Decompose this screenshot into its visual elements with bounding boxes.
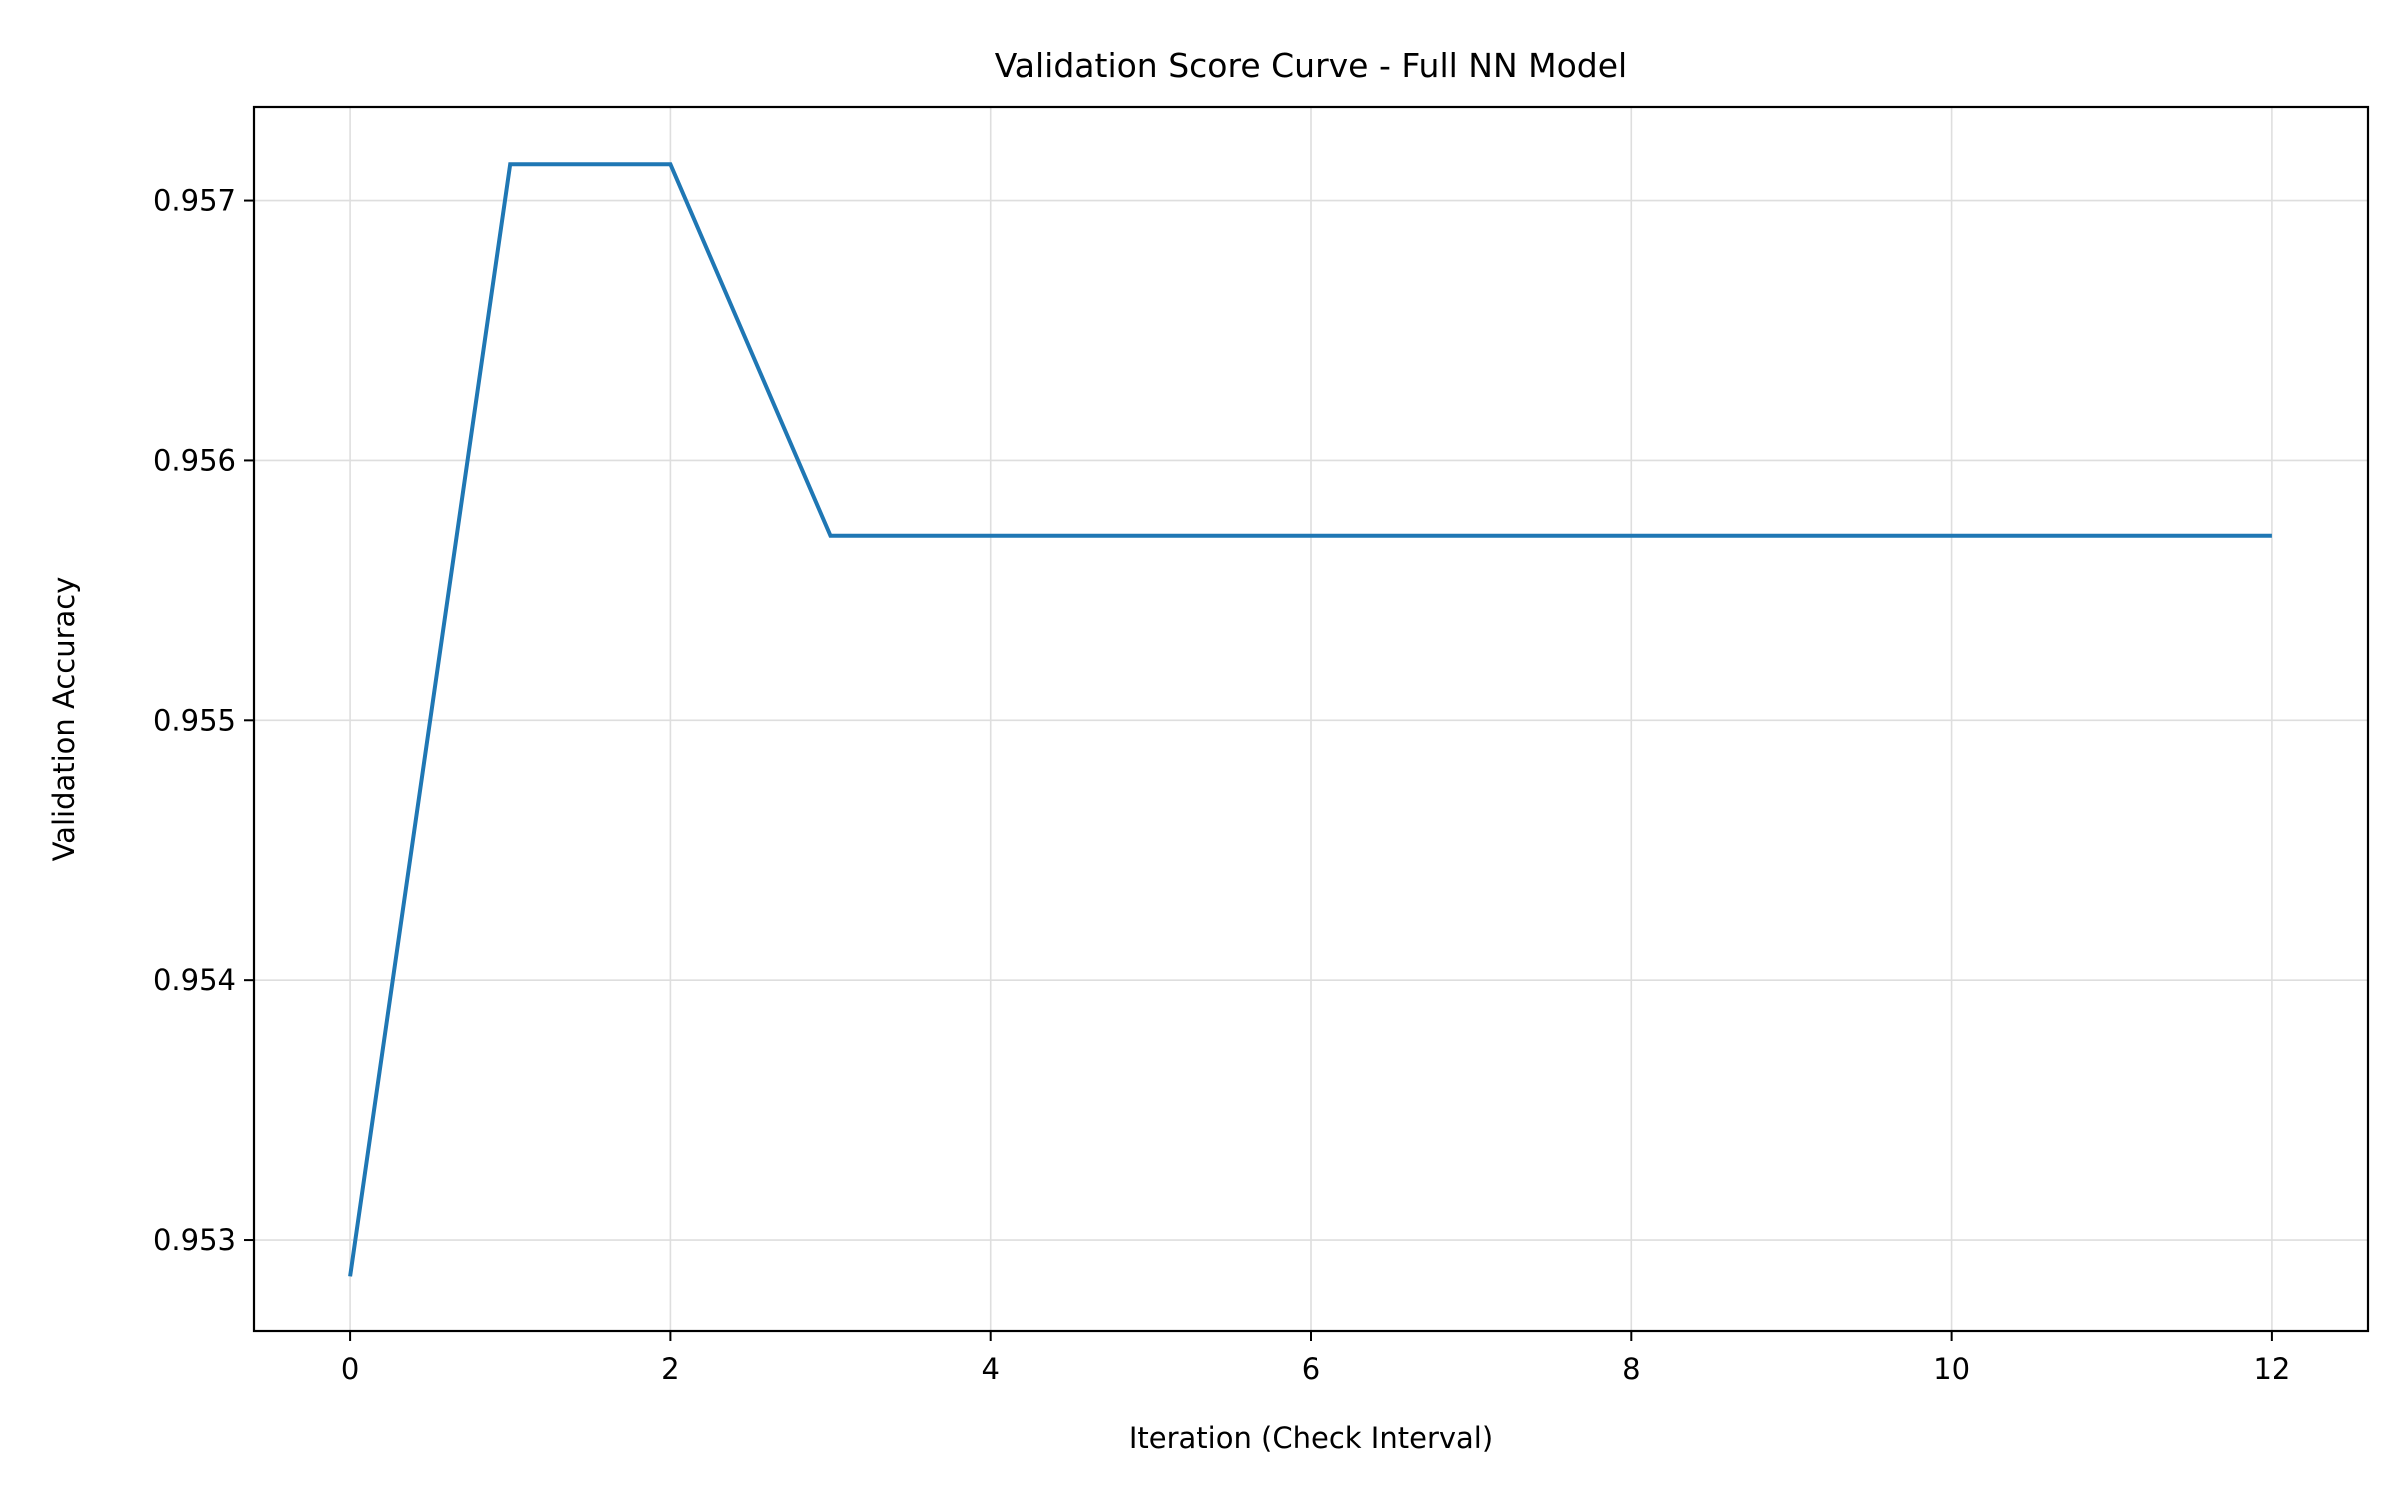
y-tick-label: 0.957 <box>153 184 236 218</box>
series-layer <box>348 162 2272 1277</box>
y-tick-label: 0.955 <box>153 703 236 737</box>
chart-title: Validation Score Curve - Full NN Model <box>995 46 1627 85</box>
series-line <box>348 162 2272 1277</box>
x-tick-label: 10 <box>1933 1352 1970 1386</box>
x-tick-label: 2 <box>661 1352 679 1386</box>
x-tick-label: 4 <box>981 1352 999 1386</box>
y-axis-ticks: 0.953 0.954 0.955 0.956 0.957 <box>153 184 254 1257</box>
x-tick-label: 8 <box>1622 1352 1640 1386</box>
y-tick-label: 0.956 <box>153 443 236 477</box>
y-tick-label: 0.953 <box>153 1223 236 1257</box>
y-tick-label: 0.954 <box>153 963 236 997</box>
x-tick-label: 6 <box>1302 1352 1320 1386</box>
x-axis-label: Iteration (Check Interval) <box>1129 1421 1493 1455</box>
y-axis-label: Validation Accuracy <box>47 577 81 862</box>
x-tick-label: 0 <box>341 1352 359 1386</box>
grid-lines <box>254 107 2368 1331</box>
x-tick-label: 12 <box>2253 1352 2290 1386</box>
x-axis-ticks: 0 2 4 6 8 10 12 <box>341 1331 2290 1386</box>
